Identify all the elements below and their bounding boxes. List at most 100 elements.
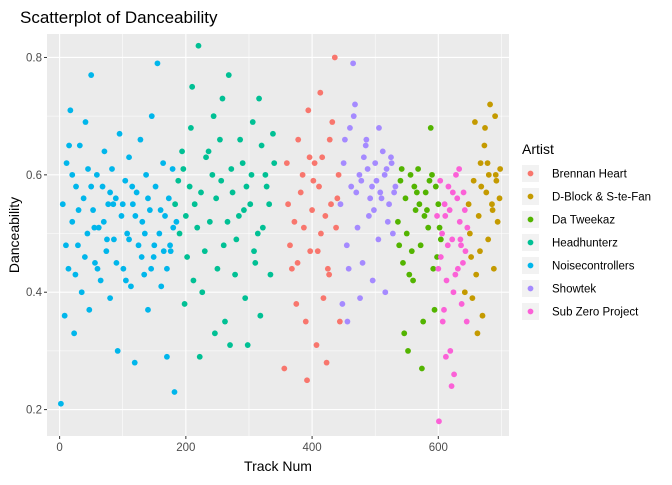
point-noisecontrollers-63 [69, 171, 76, 178]
point-noisecontrollers-72 [126, 236, 132, 243]
point-showtek-26 [389, 230, 396, 237]
point-showtek-6 [356, 171, 363, 178]
point-showtek-42 [376, 125, 382, 131]
point-showtek-3 [347, 125, 353, 131]
point-headhunterz-49 [247, 201, 254, 208]
point-headhunterz-42 [194, 224, 201, 231]
point-showtek-21 [358, 177, 365, 184]
point-sub-zero-project-18 [439, 230, 445, 237]
grid-major [47, 34, 509, 436]
point-d-block-s-te-fan-24 [493, 177, 500, 184]
point-showtek-28 [348, 183, 355, 190]
point-headhunterz-8 [203, 154, 209, 161]
point-brennan-heart-16 [324, 265, 331, 272]
point-headhunterz-54 [196, 353, 203, 360]
point-showtek-10 [369, 183, 375, 190]
point-noisecontrollers-88 [110, 201, 117, 208]
point-sub-zero-project-23 [458, 242, 464, 249]
y-tick-label-1: 0.4 [26, 287, 43, 299]
point-headhunterz-50 [254, 230, 261, 237]
legend-item-noisecontrollers: Noisecontrollers [522, 257, 635, 274]
point-sub-zero-project-19 [442, 353, 449, 360]
point-noisecontrollers-42 [137, 136, 144, 143]
point-showtek-2 [343, 242, 350, 249]
point-noisecontrollers-48 [148, 113, 155, 120]
point-headhunterz-3 [184, 254, 191, 260]
point-headhunterz-26 [271, 160, 278, 167]
point-headhunterz-16 [233, 236, 240, 243]
point-brennan-heart-21 [283, 160, 290, 167]
point-headhunterz-45 [217, 136, 223, 143]
point-showtek-33 [379, 148, 386, 155]
chart-title: Scatterplot of Danceability [20, 8, 218, 27]
data-points [57, 42, 504, 425]
point-noisecontrollers-67 [94, 265, 101, 272]
point-brennan-heart-22 [288, 265, 295, 272]
point-noisecontrollers-22 [99, 183, 106, 190]
point-headhunterz-5 [191, 201, 198, 208]
point-sub-zero-project-28 [448, 383, 455, 390]
point-noisecontrollers-76 [151, 242, 158, 249]
point-d-block-s-te-fan-29 [492, 113, 499, 120]
point-headhunterz-47 [232, 271, 238, 278]
point-showtek-16 [388, 154, 394, 161]
point-showtek-7 [359, 259, 366, 266]
point-noisecontrollers-91 [167, 242, 173, 249]
point-d-block-s-te-fan-8 [481, 142, 488, 149]
point-headhunterz-58 [257, 312, 264, 319]
x-tick-label-3: 600 [429, 442, 448, 454]
point-sub-zero-project-16 [464, 224, 471, 231]
point-noisecontrollers-9 [75, 242, 81, 249]
point-noisecontrollers-61 [173, 218, 180, 225]
point-brennan-heart-26 [310, 177, 317, 184]
point-brennan-heart-10 [311, 160, 318, 167]
point-sub-zero-project-15 [462, 248, 469, 255]
point-da-tweekaz-8 [415, 166, 422, 172]
point-noisecontrollers-64 [75, 207, 82, 213]
point-headhunterz-39 [266, 201, 273, 208]
legend-item-da-tweekaz: Da Tweekaz [522, 211, 615, 228]
point-noisecontrollers-65 [81, 254, 88, 260]
point-showtek-29 [354, 224, 361, 231]
point-d-block-s-te-fan-26 [469, 295, 476, 301]
point-showtek-12 [375, 236, 382, 243]
point-brennan-heart-27 [314, 248, 321, 255]
point-showtek-1 [340, 160, 347, 167]
point-headhunterz-17 [237, 136, 244, 143]
point-showtek-18 [339, 301, 346, 307]
point-headhunterz-28 [182, 213, 189, 219]
point-noisecontrollers-46 [145, 306, 151, 313]
legend-item-sub-zero-project: Sub Zero Project [522, 303, 639, 320]
point-headhunterz-25 [267, 271, 274, 278]
point-noisecontrollers-24 [103, 248, 110, 255]
point-headhunterz-10 [210, 113, 217, 120]
point-sub-zero-project-31 [460, 259, 466, 266]
point-noisecontrollers-90 [148, 265, 155, 272]
point-da-tweekaz-16 [435, 201, 442, 208]
point-brennan-heart-8 [307, 248, 314, 255]
point-noisecontrollers-69 [107, 189, 114, 196]
point-noisecontrollers-43 [139, 218, 146, 225]
point-noisecontrollers-40 [133, 189, 140, 196]
point-showtek-14 [381, 171, 388, 178]
point-sub-zero-project-21 [450, 289, 457, 296]
point-headhunterz-30 [198, 189, 204, 196]
point-showtek-41 [363, 136, 370, 143]
point-brennan-heart-19 [331, 54, 338, 61]
point-headhunterz-43 [201, 248, 208, 255]
point-noisecontrollers-51 [154, 60, 161, 67]
point-noisecontrollers-78 [164, 265, 170, 272]
point-brennan-heart-2 [291, 218, 298, 225]
point-sub-zero-project-20 [446, 207, 453, 213]
point-noisecontrollers-6 [69, 218, 76, 225]
point-d-block-s-te-fan-7 [479, 312, 486, 319]
point-da-tweekaz-6 [410, 277, 416, 284]
point-noisecontrollers-13 [82, 119, 89, 125]
point-brennan-heart-29 [323, 359, 330, 366]
x-axis: 0 200 400 600 [56, 436, 448, 454]
point-headhunterz-46 [224, 218, 231, 225]
point-brennan-heart-24 [299, 171, 306, 178]
point-d-block-s-te-fan-3 [470, 177, 477, 184]
point-showtek-8 [362, 142, 369, 149]
point-headhunterz-61 [249, 119, 256, 125]
